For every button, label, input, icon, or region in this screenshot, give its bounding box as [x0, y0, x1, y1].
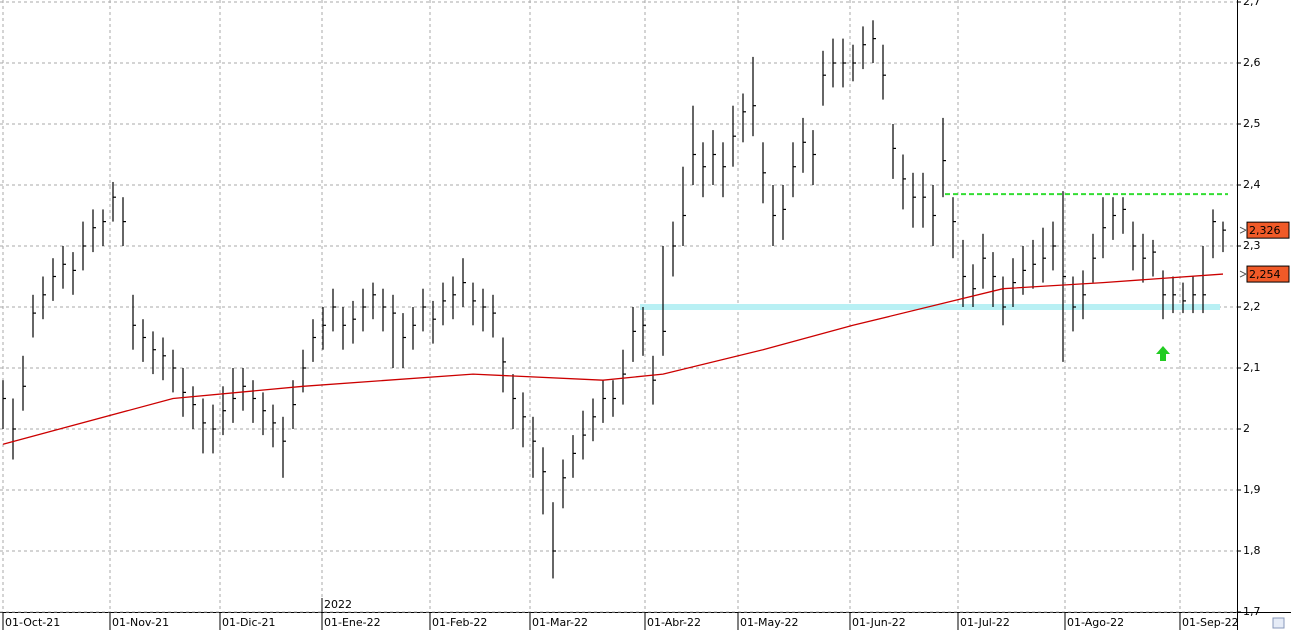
y-tick-label: 2,1 — [1243, 361, 1261, 374]
x-tick-label: 01-Jun-22 — [852, 616, 906, 629]
price-label: 2,326 — [1249, 224, 1281, 237]
x-tick-label: 01-Oct-21 — [5, 616, 60, 629]
y-tick-label: 1,9 — [1243, 483, 1261, 496]
x-tick-label: 01-Jul-22 — [960, 616, 1010, 629]
x-tick-label: 01-Dic-21 — [222, 616, 276, 629]
corner-icon — [1272, 617, 1285, 629]
x-tick-label: 01-Nov-21 — [112, 616, 169, 629]
y-tick-label: 2,3 — [1243, 239, 1261, 252]
x-tick-label: 01-May-22 — [740, 616, 798, 629]
price-label-box — [1246, 221, 1290, 239]
y-tick-label: 1,7 — [1243, 605, 1261, 618]
y-tick-label: 2,5 — [1243, 117, 1261, 130]
price-pointer — [1239, 226, 1247, 234]
y-tick-label: 2 — [1243, 422, 1250, 435]
y-tick-label: 2,2 — [1243, 300, 1261, 313]
year-label: 2022 — [324, 598, 352, 611]
x-tick-label: 01-Feb-22 — [432, 616, 487, 629]
up-arrow — [1156, 346, 1170, 361]
y-tick-label: 2,6 — [1243, 56, 1261, 69]
price-label: 2,254 — [1249, 268, 1281, 281]
y-tick-label: 2,4 — [1243, 178, 1261, 191]
moving-average — [2, 273, 1224, 445]
x-tick-label: 01-Ago-22 — [1067, 616, 1124, 629]
x-tick-label: 01-Sep-22 — [1182, 616, 1239, 629]
price-label-box — [1246, 265, 1290, 283]
x-tick-label: 01-Abr-22 — [647, 616, 701, 629]
x-tick-label: 01-Ene-22 — [324, 616, 381, 629]
x-tick-label: 01-Mar-22 — [532, 616, 588, 629]
price-pointer — [1239, 270, 1247, 278]
y-tick-label: 1,8 — [1243, 544, 1261, 557]
y-tick-label: 2,7 — [1243, 0, 1261, 8]
